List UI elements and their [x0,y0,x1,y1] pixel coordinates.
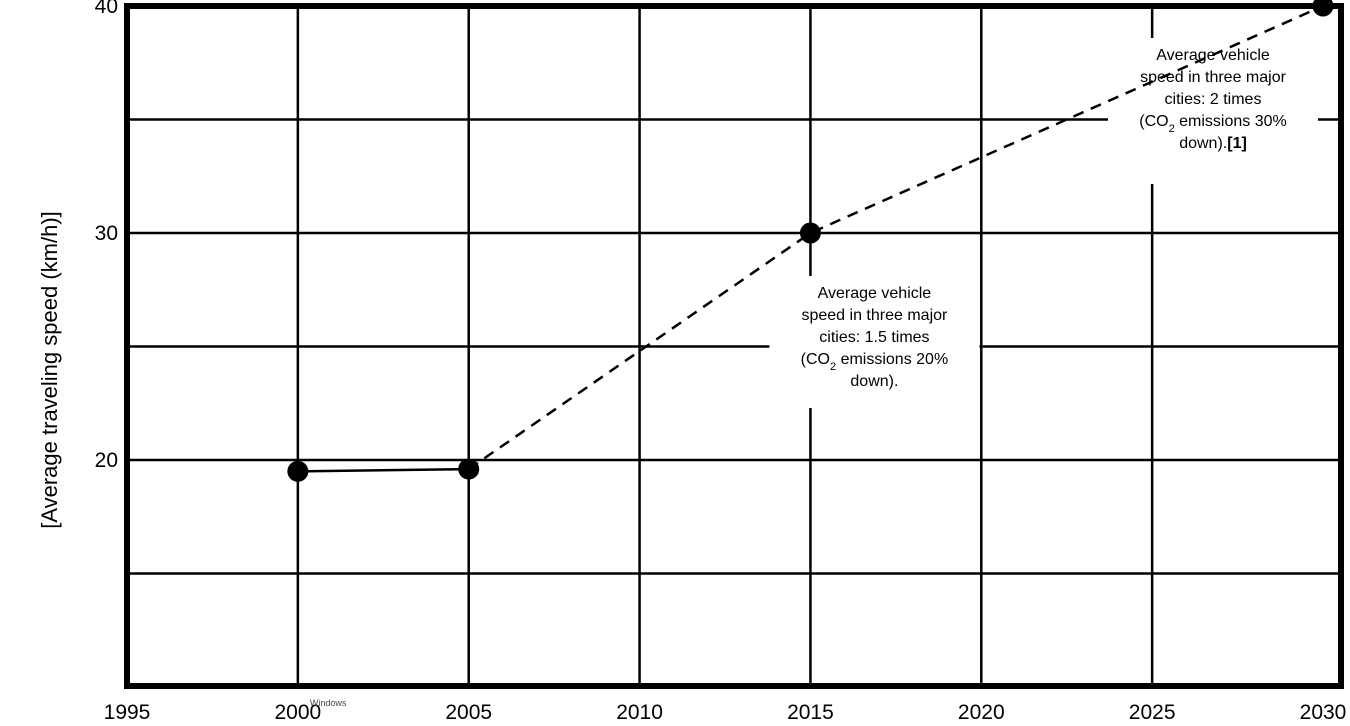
series-line-dashed [468,4,1324,471]
y-tick-label: 30 [95,222,118,245]
annotation-box [769,276,980,408]
y-tick-label: 40 [95,0,118,18]
annotations: Average vehicle speed in three major citie… [769,38,1318,408]
x-tick-label: 2005 [445,701,492,724]
annotation-text: Average vehicle speed in three major citie… [801,285,949,390]
y-tick-labels: 20 30 40 [95,0,118,472]
series-lines [297,4,1324,473]
x-tick-label: 1995 [104,701,151,724]
data-point [458,458,480,480]
plot-frame [124,3,1344,689]
x-tick-label: 2015 [787,701,834,724]
x-tick-label: 2010 [616,701,663,724]
x-tick-label: 2000 [274,701,321,724]
annotation-box [1108,38,1318,184]
data-points [287,0,1334,482]
overlap-text: Windows [310,698,347,708]
series-line-solid [297,467,469,473]
y-axis-label: [Average traveling speed (km/h)] [37,211,62,529]
data-point [1312,0,1334,17]
data-point [287,460,309,482]
data-point [799,222,821,244]
x-tick-labels: 1995 2000 2005 2010 2015 2020 2025 2030 [104,701,1347,724]
y-tick-label: 20 [95,449,118,472]
x-tick-label: 2020 [958,701,1005,724]
x-tick-label: 2025 [1129,701,1176,724]
x-tick-label: 2030 [1300,701,1347,724]
